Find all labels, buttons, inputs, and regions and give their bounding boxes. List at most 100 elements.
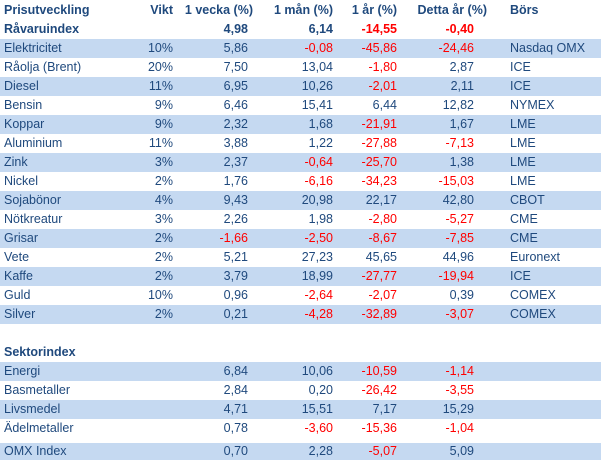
value-cell: 2% bbox=[134, 305, 178, 324]
value-cell: 27,23 bbox=[301, 250, 333, 265]
value-cell: -5,27 bbox=[445, 212, 475, 227]
value-cell: 3% bbox=[154, 212, 173, 227]
value-cell: -1,04 bbox=[445, 421, 475, 436]
table-row: Elektricitet 10% 5,86 -0,08 -45,86 -24,46 Nasd… bbox=[0, 39, 601, 58]
value-cell: -2,64 bbox=[304, 288, 334, 303]
value-cell: 4% bbox=[134, 191, 178, 210]
row-label: Sojabönor bbox=[0, 191, 134, 210]
value-cell: 0,21 bbox=[178, 305, 258, 324]
table-row: Silver 2% 0,21 -4,28 -32,89 -3,07 COMEX bbox=[0, 305, 601, 324]
value-cell: 4,71 bbox=[178, 400, 258, 419]
value-cell: 20,98 bbox=[258, 191, 338, 210]
exchange-cell bbox=[492, 362, 601, 381]
col-header-1-man: 1 mån (%) bbox=[273, 2, 333, 17]
value-cell: -6,16 bbox=[304, 174, 334, 189]
value-cell: 2% bbox=[154, 250, 173, 265]
value-cell: 11% bbox=[148, 136, 173, 151]
exchange-cell: ICE bbox=[510, 60, 531, 75]
gap-row bbox=[0, 438, 601, 443]
value-cell: 13,04 bbox=[301, 60, 333, 75]
exchange-cell: ICE bbox=[492, 267, 601, 286]
exchange-cell: LME bbox=[510, 136, 536, 151]
exchange-cell: CME bbox=[510, 212, 538, 227]
value-cell bbox=[178, 343, 258, 362]
empty-cell bbox=[0, 324, 601, 343]
value-cell: 2,26 bbox=[223, 212, 248, 227]
col-header-1-vecka: 1 vecka (%) bbox=[184, 2, 253, 17]
value-cell: 7,17 bbox=[338, 400, 402, 419]
table-row: Nötkreatur 3% 2,26 1,98 -2,80 -5,27 CME bbox=[0, 210, 601, 229]
value-cell: 0,20 bbox=[308, 383, 333, 398]
table-row: Livsmedel 4,71 15,51 7,17 15,29 bbox=[0, 400, 601, 419]
value-cell: 10% bbox=[134, 39, 178, 58]
col-header-1-ar: 1 år (%) bbox=[351, 2, 397, 17]
value-cell: -8,67 bbox=[338, 229, 402, 248]
row-label: Livsmedel bbox=[0, 400, 134, 419]
row-label: Råvaruindex bbox=[4, 22, 80, 37]
value-cell: 6,95 bbox=[178, 77, 258, 96]
value-cell: 6,46 bbox=[223, 98, 248, 113]
table-row: Basmetaller 2,84 0,20 -26,42 -3,55 bbox=[0, 381, 601, 400]
value-cell: -0,08 bbox=[258, 39, 338, 58]
exchange-cell bbox=[492, 381, 601, 400]
value-cell: 0,70 bbox=[178, 443, 258, 460]
value-cell: -15,03 bbox=[438, 174, 474, 189]
value-cell: 1,22 bbox=[308, 136, 333, 151]
value-cell: 15,51 bbox=[258, 400, 338, 419]
exchange-cell: LME bbox=[510, 174, 536, 189]
value-cell: -14,55 bbox=[361, 22, 397, 37]
row-label: Aluminium bbox=[4, 136, 63, 151]
exchange-cell bbox=[492, 419, 601, 438]
table-row: Zink 3% 2,37 -0,64 -25,70 1,38 LME bbox=[0, 153, 601, 172]
exchange-cell bbox=[492, 400, 601, 419]
value-cell: -19,94 bbox=[402, 267, 492, 286]
table-row: Aluminium 11% 3,88 1,22 -27,88 -7,13 LME bbox=[0, 134, 601, 153]
value-cell: 44,96 bbox=[442, 250, 474, 265]
value-cell: 2% bbox=[134, 267, 178, 286]
row-label: Bensin bbox=[4, 98, 43, 113]
value-cell: -10,59 bbox=[338, 362, 402, 381]
table-row: Grisar 2% -1,66 -2,50 -8,67 -7,85 CME bbox=[0, 229, 601, 248]
table-row: Sojabönor 4% 9,43 20,98 22,17 42,80 CBOT bbox=[0, 191, 601, 210]
value-cell: -24,46 bbox=[402, 39, 492, 58]
col-header-bors: Börs bbox=[510, 2, 539, 17]
row-label: Vete bbox=[4, 250, 30, 265]
value-cell: 18,99 bbox=[258, 267, 338, 286]
value-cell: -4,28 bbox=[258, 305, 338, 324]
value-cell bbox=[338, 343, 402, 362]
value-cell: 10% bbox=[147, 288, 173, 303]
value-cell: 10,26 bbox=[258, 77, 338, 96]
value-cell: -1,66 bbox=[178, 229, 258, 248]
table-row: Koppar 9% 2,32 1,68 -21,91 1,67 LME bbox=[0, 115, 601, 134]
col-header-prisutveckling: Prisutveckling bbox=[4, 2, 90, 17]
value-cell: -1,80 bbox=[368, 60, 398, 75]
value-cell: 1,38 bbox=[402, 153, 492, 172]
value-cell: -2,07 bbox=[368, 288, 398, 303]
value-cell: -2,01 bbox=[338, 77, 402, 96]
value-cell: 6,14 bbox=[308, 22, 333, 37]
row-label: Nötkreatur bbox=[4, 212, 63, 227]
exchange-cell: COMEX bbox=[510, 288, 556, 303]
table-row: Råvaruindex 4,98 6,14 -14,55 -0,40 bbox=[0, 20, 601, 39]
value-cell bbox=[134, 443, 178, 460]
value-cell bbox=[134, 362, 178, 381]
value-cell: 10,06 bbox=[258, 362, 338, 381]
row-label: Diesel bbox=[0, 77, 134, 96]
table-row: Ädelmetaller 0,78 -3,60 -15,36 -1,04 bbox=[0, 419, 601, 438]
value-cell: -3,55 bbox=[445, 383, 475, 398]
table-row: Diesel 11% 6,95 10,26 -2,01 2,11 ICE bbox=[0, 77, 601, 96]
exchange-cell: Euronext bbox=[510, 250, 561, 265]
value-cell: 42,80 bbox=[402, 191, 492, 210]
exchange-cell bbox=[492, 20, 601, 39]
header-row: Prisutveckling Vikt 1 vecka (%) 1 mån (%… bbox=[0, 0, 601, 20]
row-label: Basmetaller bbox=[4, 383, 70, 398]
exchange-cell: NYMEX bbox=[510, 98, 555, 113]
value-cell: 22,17 bbox=[338, 191, 402, 210]
row-label: Guld bbox=[4, 288, 31, 303]
value-cell: -0,40 bbox=[445, 22, 475, 37]
table-row: Råolja (Brent) 20% 7,50 13,04 -1,80 2,87 ICE bbox=[0, 58, 601, 77]
value-cell bbox=[134, 381, 178, 400]
value-cell: 11% bbox=[134, 77, 178, 96]
row-label: Nickel bbox=[4, 174, 39, 189]
